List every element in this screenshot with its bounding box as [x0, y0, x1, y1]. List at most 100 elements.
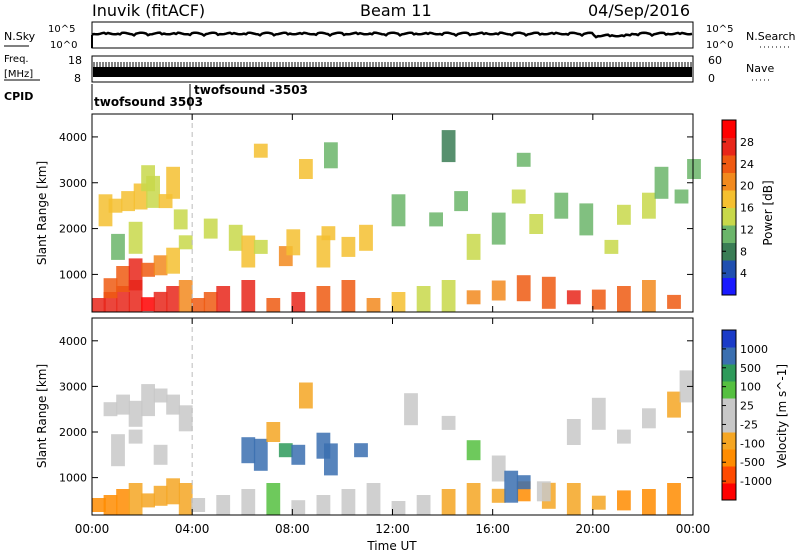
- heatmap-cell: [116, 266, 130, 292]
- colorbar-swatch: [722, 207, 736, 226]
- colorbar-swatch: [722, 364, 736, 382]
- x-tick-label: 08:00: [275, 522, 310, 536]
- y-tick-label: 4000: [59, 131, 87, 144]
- heatmap-cell: [128, 429, 143, 444]
- heatmap-cell: [667, 294, 681, 309]
- date-title: 04/Sep/2016: [588, 1, 690, 20]
- heatmap-cell: [642, 408, 656, 429]
- heatmap-cell: [291, 292, 306, 312]
- heatmap-cell: [491, 455, 506, 482]
- y-tick-label: 3000: [59, 177, 87, 190]
- y-tick-label: 2000: [59, 223, 87, 236]
- heatmap-cell: [667, 391, 681, 418]
- y-tick-label: 1000: [59, 268, 87, 281]
- heatmap-cell: [516, 275, 531, 302]
- heatmap-cell: [108, 198, 123, 213]
- cpid-row: CPID twofsound 3503 twofsound -3503: [4, 83, 308, 110]
- noise-sky-label: N.Sky: [4, 30, 36, 43]
- heatmap-cell: [667, 483, 681, 515]
- heatmap-cell: [321, 226, 336, 241]
- heatmap-cell: [153, 388, 168, 403]
- heatmap-cell: [591, 289, 606, 310]
- noise-panel: N.Sky 10^5 10^0 10^5 10^0 N.Search: [4, 21, 796, 51]
- heatmap-cell: [228, 224, 243, 251]
- heatmap-cell: [286, 229, 301, 256]
- heatmap-cell: [454, 191, 468, 212]
- heatmap-cell: [121, 191, 135, 212]
- colorbar-tick-label: -1000: [740, 475, 772, 488]
- heatmap-cell: [128, 400, 143, 427]
- velocity-colorbar: 1000 500 100 25 -25 -100 -500 -1000: [721, 329, 772, 501]
- heatmap-cell: [516, 152, 531, 167]
- heatmap-cell: [253, 143, 268, 158]
- heatmap-cell: [92, 298, 106, 312]
- heatmap-cell: [674, 189, 689, 204]
- heatmap-cell: [516, 475, 531, 490]
- heatmap-cell: [103, 495, 118, 515]
- heatmap-cell: [253, 239, 268, 254]
- heatmap-cell: [141, 297, 155, 312]
- heatmap-cell: [591, 495, 606, 510]
- heatmap-cell: [404, 393, 418, 426]
- heatmap-cell: [103, 402, 118, 417]
- power-panel: 1000 2000 3000 4000 Slant Range [km] 4 8 12 16…: [35, 113, 775, 313]
- noise-search-label: N.Search: [746, 30, 796, 43]
- power-y-label: Slant Range [km]: [35, 161, 49, 265]
- heatmap-cell: [536, 481, 551, 502]
- colorbar-swatch: [722, 449, 736, 467]
- heatmap-cell: [579, 203, 594, 236]
- heatmap-cell: [153, 291, 168, 312]
- noise-tick-right-top: 10^5: [706, 24, 733, 35]
- velocity-y-label: Slant Range [km]: [35, 364, 49, 468]
- colorbar-swatch: [722, 225, 736, 243]
- heatmap-cell: [116, 489, 130, 515]
- heatmap-cell: [141, 384, 155, 417]
- heatmap-cell: [591, 397, 606, 430]
- heatmap-cell: [278, 443, 293, 458]
- heatmap-cell: [316, 235, 331, 268]
- heatmap-cell: [299, 382, 313, 409]
- heatmap-cell: [391, 194, 406, 227]
- heatmap-cell: [566, 290, 581, 305]
- heatmap-cell: [291, 444, 306, 465]
- cpid-entry-1: twofsound 3503: [94, 95, 203, 109]
- heatmap-cell: [566, 483, 581, 515]
- heatmap-cell: [153, 485, 168, 506]
- heatmap-cell: [441, 280, 456, 312]
- heatmap-cell: [141, 165, 155, 192]
- noise-tick-left-bottom: 10^0: [50, 40, 77, 51]
- heatmap-cell: [299, 159, 313, 179]
- heatmap-cell: [216, 286, 231, 312]
- freq-label: Freq.: [4, 54, 29, 65]
- heatmap-cell: [391, 292, 406, 312]
- colorbar-swatch: [722, 415, 736, 433]
- heatmap-cell: [491, 280, 506, 301]
- cpid-label: CPID: [4, 90, 33, 103]
- heatmap-cell: [116, 394, 130, 415]
- colorbar-swatch: [722, 330, 736, 348]
- heatmap-cell: [116, 286, 130, 312]
- cpid-entry-2: twofsound -3503: [194, 83, 308, 97]
- freq-spikes: [93, 62, 692, 67]
- heatmap-cell: [203, 218, 218, 239]
- colorbar-swatch: [722, 432, 736, 450]
- y-tick-label: 3000: [59, 380, 87, 393]
- colorbar-tick-label: 500: [740, 362, 761, 375]
- heatmap-cell: [466, 440, 481, 461]
- velocity-heatmap: [92, 318, 694, 515]
- x-tick-label: 12:00: [375, 522, 410, 536]
- x-tick-label: 00:00: [75, 522, 110, 536]
- heatmap-cell: [466, 483, 481, 515]
- colorbar-swatch: [722, 190, 736, 208]
- heatmap-cell: [354, 443, 368, 458]
- colorbar-swatch: [722, 483, 736, 501]
- colorbar-tick-label: 16: [740, 202, 754, 215]
- heatmap-cell: [241, 437, 256, 464]
- heatmap-cell: [617, 429, 631, 444]
- heatmap-cell: [153, 444, 168, 465]
- heatmap-cell: [617, 490, 631, 511]
- station-title: Inuvik (fitACF): [92, 1, 205, 20]
- y-tick-label: 1000: [59, 472, 87, 485]
- heatmap-cell: [617, 204, 631, 225]
- heatmap-cell: [266, 298, 281, 312]
